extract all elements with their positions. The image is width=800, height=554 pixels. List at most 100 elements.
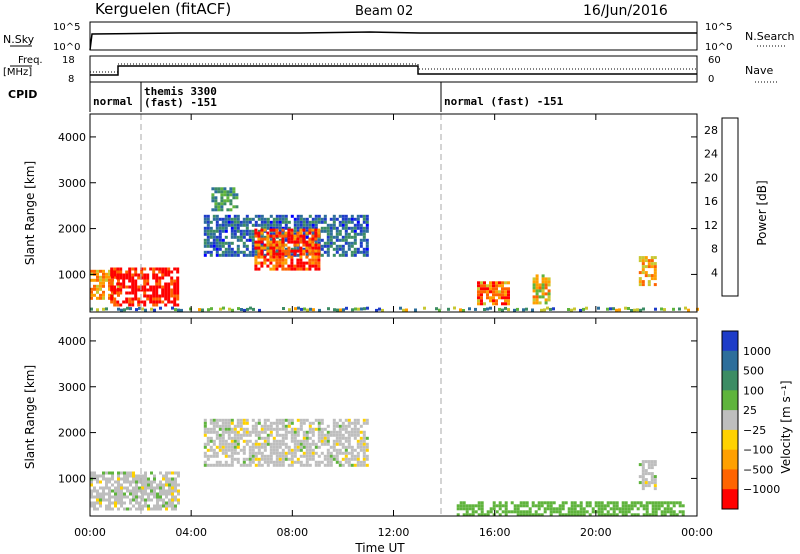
power-echo-cell <box>105 275 108 279</box>
velocity-echo-cell <box>114 504 117 508</box>
velocity-echo-cell <box>108 486 111 490</box>
power-echo-cell <box>105 278 108 282</box>
power-echo-cell <box>215 238 219 242</box>
power-echo-cell <box>320 217 324 221</box>
power-echo-cell <box>347 220 351 224</box>
velocity-echo-cell <box>150 498 153 502</box>
velocity-echo-cell <box>359 445 363 449</box>
velocity-echo-cell <box>254 442 258 446</box>
velocity-echo-cell <box>347 424 351 428</box>
power-echo-cell <box>266 249 270 253</box>
velocity-echo-cell <box>317 421 321 425</box>
power-echo-cell <box>323 220 327 224</box>
velocity-echo-cell <box>525 513 529 517</box>
power-echo-cell <box>299 228 303 232</box>
power-echo-cell <box>257 234 261 238</box>
power-echo-cell <box>281 252 285 256</box>
power-echo-cell <box>110 273 114 277</box>
velocity-echo-cell <box>362 463 366 467</box>
velocity-echo-cell <box>320 460 324 464</box>
velocity-echo-cell <box>549 507 553 511</box>
power-echo-cell <box>538 283 542 287</box>
power-echo-cell <box>278 226 282 230</box>
velocity-echo-cell <box>353 427 357 431</box>
x-tick-label: 20:00 <box>580 526 612 539</box>
power-echo-cell <box>480 284 483 288</box>
velocity-echo-cell <box>230 430 234 434</box>
velocity-echo-cell <box>224 430 228 434</box>
velocity-echo-cell <box>314 463 318 467</box>
velocity-echo-cell <box>129 471 132 475</box>
velocity-echo-cell <box>650 472 654 476</box>
power-echo-cell <box>538 286 542 290</box>
velocity-x-axis: 00:00 04:00 08:00 12:00 16:00 20:00 00:00 <box>74 318 713 539</box>
velocity-echo-cell <box>141 498 144 502</box>
velocity-echo-cell <box>326 451 330 455</box>
freq-panel: Freq. [MHz] 18 8 60 0 Nave <box>3 55 778 85</box>
velocity-echo-cell <box>251 457 255 461</box>
velocity-echo-cell <box>141 480 144 484</box>
power-echo-cell <box>245 229 249 233</box>
velocity-echo-cell <box>174 489 177 493</box>
power-echo-cell <box>239 229 243 233</box>
power-echo-cell <box>113 267 117 271</box>
power-echo-cell <box>227 217 231 221</box>
velocity-echo-cell <box>624 504 628 508</box>
power-echo-cell <box>111 290 114 294</box>
power-echo-cell <box>257 261 261 265</box>
power-echo-cell <box>356 217 360 221</box>
velocity-echo-cell <box>96 507 99 511</box>
power-echo-cell <box>135 308 138 312</box>
power-echo-cell <box>236 223 240 227</box>
velocity-echo-cell <box>236 451 240 455</box>
power-echo-cell <box>293 267 297 271</box>
power-echo-cell <box>314 217 318 221</box>
velocity-echo-cell <box>269 421 273 425</box>
velocity-echo-cell <box>347 433 351 437</box>
velocity-echo-cell <box>263 439 267 443</box>
velocity-echo-cell <box>260 451 264 455</box>
velocity-echo-cell <box>227 463 231 467</box>
velocity-echo-cell <box>281 457 285 461</box>
power-echo-cell <box>284 247 288 251</box>
power-echo-cell <box>332 247 336 251</box>
velocity-echo-cell <box>93 507 96 511</box>
velocity-echo-cell <box>644 481 648 485</box>
power-echo-cell <box>504 290 507 294</box>
power-echo-cell <box>223 193 227 197</box>
power-echo-cell <box>541 289 545 293</box>
power-echo-cell <box>344 220 348 224</box>
power-echo-cell <box>218 226 222 230</box>
power-echo-cell <box>128 267 132 271</box>
velocity-echo-cell <box>338 418 342 422</box>
velocity-echo-cell <box>326 448 330 452</box>
velocity-echo-cell <box>138 486 141 490</box>
power-echo-cell <box>217 205 221 209</box>
power-echo-cell <box>170 276 174 280</box>
power-echo-cell <box>480 293 483 297</box>
velocity-echo-cell <box>90 480 93 484</box>
velocity-echo-cell <box>582 507 586 511</box>
power-echo-cell <box>272 267 276 271</box>
power-echo-cell <box>483 287 486 291</box>
velocity-colorbar-tick-label: 100 <box>743 384 764 397</box>
power-echo-cell <box>245 253 249 257</box>
velocity-echo-cell <box>290 418 294 422</box>
velocity-echo-cell <box>471 507 475 511</box>
velocity-echo-cell <box>123 495 126 499</box>
velocity-echo-cell <box>347 430 351 434</box>
velocity-echo-cell <box>657 507 661 511</box>
velocity-echo-cell <box>209 418 213 422</box>
velocity-echo-cell <box>99 501 102 505</box>
power-echo-cell <box>260 252 264 256</box>
velocity-echo-cell <box>302 442 306 446</box>
power-echo-cell <box>653 271 657 275</box>
power-echo-cell <box>116 267 120 271</box>
velocity-echo-cell <box>135 483 138 487</box>
power-echo-cell <box>275 228 279 232</box>
velocity-echo-cell <box>287 463 291 467</box>
power-echo-cell <box>381 308 384 312</box>
power-echo-cell <box>507 296 510 300</box>
power-echo-cell <box>117 278 120 282</box>
